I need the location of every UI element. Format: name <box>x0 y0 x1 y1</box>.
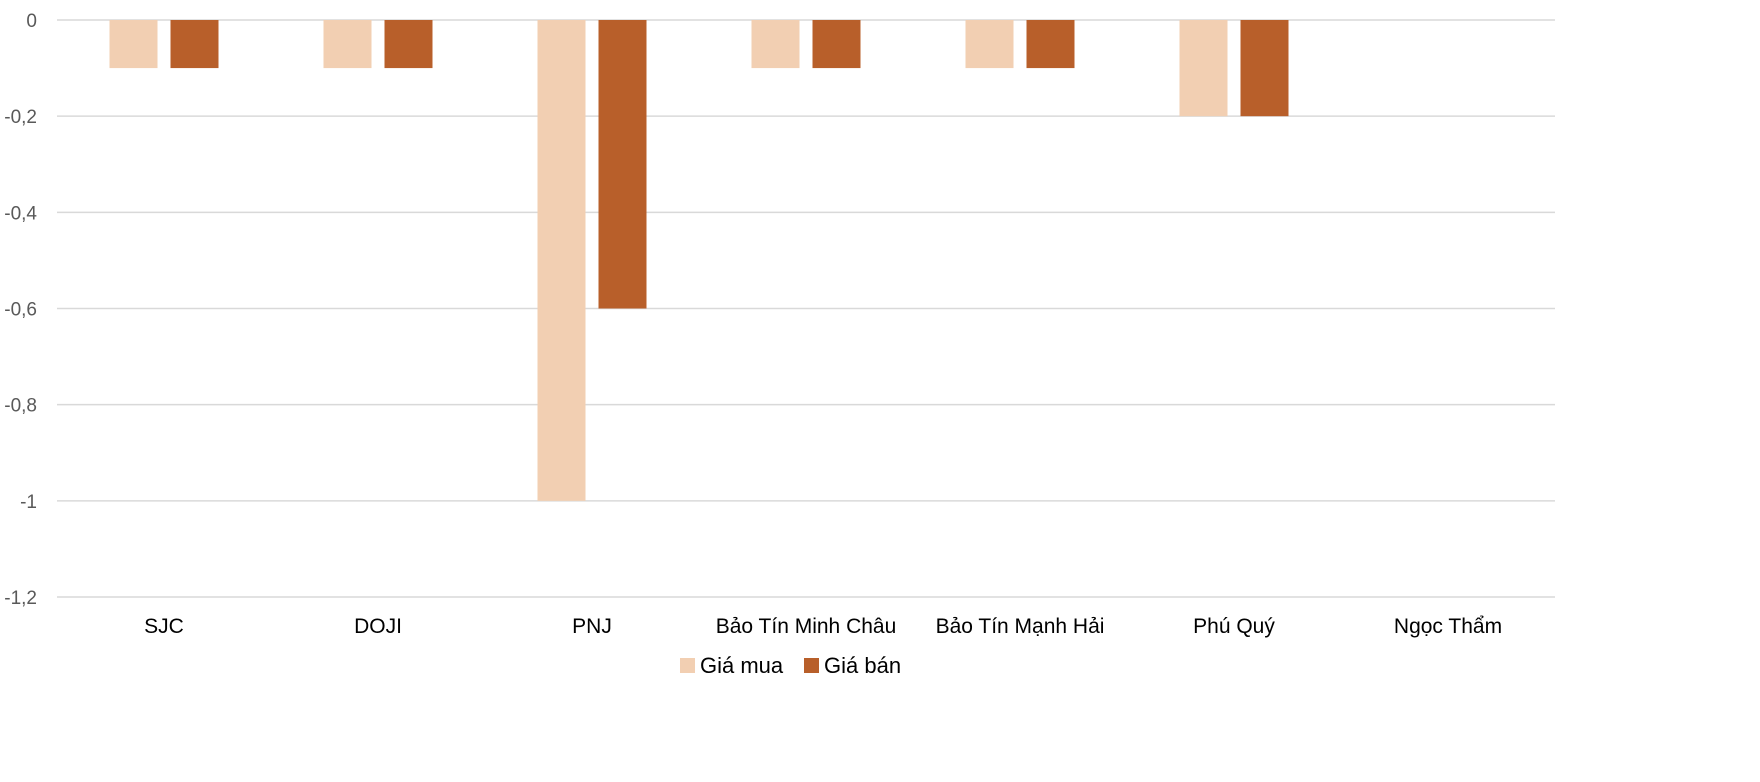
bar-gia-mua <box>1179 20 1228 117</box>
y-tick-label: -0,6 <box>4 300 37 321</box>
bar-gia-mua <box>751 20 800 69</box>
y-tick-label: -1,2 <box>4 588 37 609</box>
legend-swatch <box>680 658 695 673</box>
bar-gia-ban <box>1240 20 1289 117</box>
legend-swatch <box>804 658 819 673</box>
x-category-label: PNJ <box>572 615 612 638</box>
x-axis-categories: SJC DOJI PNJ Bảo Tín Minh Châu Bảo Tín Mạnh … <box>144 615 1502 638</box>
y-tick-label: -0,4 <box>4 203 37 224</box>
x-category-label: Phú Quý <box>1193 615 1275 638</box>
bars <box>109 20 1289 501</box>
gridlines <box>57 19 1555 598</box>
bar-gia-mua <box>323 20 372 69</box>
bar-gia-mua <box>109 20 158 69</box>
bar-gia-ban <box>1026 20 1075 69</box>
x-category-label: SJC <box>144 615 184 638</box>
y-tick-label: -0,2 <box>4 107 37 128</box>
y-tick-label: -1 <box>20 492 37 513</box>
x-category-label: Bảo Tín Minh Châu <box>716 615 897 638</box>
x-category-label: DOJI <box>354 615 402 638</box>
x-category-label: Ngọc Thẩm <box>1394 615 1502 638</box>
bar-gia-ban <box>384 20 433 69</box>
bar-gia-mua <box>965 20 1014 69</box>
bar-gia-ban <box>598 20 647 309</box>
bar-gia-ban <box>812 20 861 69</box>
legend-label: Giá mua <box>700 653 784 678</box>
bar-gia-mua <box>537 20 586 501</box>
legend: Giá mua Giá bán <box>680 653 901 678</box>
legend-label: Giá bán <box>824 653 901 678</box>
y-tick-label: -0,8 <box>4 396 37 417</box>
y-tick-label: 0 <box>26 11 37 32</box>
y-axis-ticks: 0 -0,2 -0,4 -0,6 -0,8 -1 -1,2 <box>4 11 37 609</box>
x-category-label: Bảo Tín Mạnh Hải <box>936 615 1105 638</box>
bar-gia-ban <box>170 20 219 69</box>
